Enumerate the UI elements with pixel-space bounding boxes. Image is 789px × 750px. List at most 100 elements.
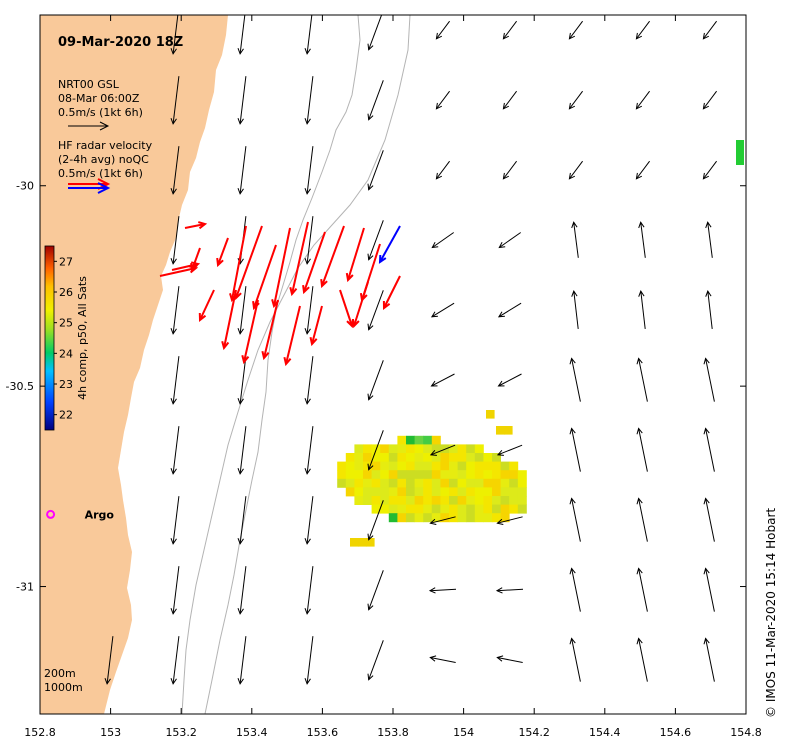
model-arrow <box>237 15 246 55</box>
argo-float-marker[interactable] <box>46 509 56 519</box>
lon-tick-label: 153.4 <box>236 726 268 739</box>
sst-cell <box>350 538 359 547</box>
model-arrow <box>435 20 451 40</box>
colorbar-tick-label: 24 <box>59 347 73 360</box>
legend-model-time: 08-Mar 06:00Z <box>58 92 140 105</box>
model-arrow <box>304 216 314 265</box>
sst-cell <box>466 513 476 523</box>
sst-cell <box>380 478 390 488</box>
colorbar-tick-label: 25 <box>59 317 73 330</box>
sst-cell <box>500 513 510 523</box>
sst-cell <box>388 487 398 497</box>
sst-cell <box>474 470 484 480</box>
sst-cell <box>509 470 519 480</box>
sst-cell <box>363 444 372 454</box>
sst-cell <box>388 478 398 488</box>
model-arrow <box>104 636 114 685</box>
sst-cell <box>397 504 407 514</box>
model-arrow <box>304 426 314 475</box>
sst-cell <box>345 478 355 488</box>
sst-cell <box>414 504 424 514</box>
legend-model-name: NRT00 GSL <box>58 78 120 91</box>
isobath-1000m-label: 1000m <box>44 681 83 694</box>
legend-radar-scale: 0.5m/s (1kt 6h) <box>58 167 143 180</box>
model-arrow <box>571 290 579 329</box>
sst-cell <box>466 444 476 454</box>
model-arrow <box>304 566 314 615</box>
sst-cell <box>440 504 450 514</box>
radar-arrow <box>261 299 279 361</box>
sst-cell <box>388 504 398 514</box>
model-arrow <box>237 496 247 545</box>
sst-cell <box>457 513 467 523</box>
sst-cell <box>466 453 476 462</box>
sst-cell <box>363 487 372 497</box>
radar-arrow <box>302 231 326 295</box>
model-arrow <box>636 567 648 612</box>
model-arrow <box>568 20 583 40</box>
sst-cell <box>440 461 450 471</box>
sst-cell <box>517 478 527 488</box>
sst-cell <box>423 470 433 480</box>
sst-cell <box>474 487 484 497</box>
sst-cell <box>431 461 441 471</box>
model-arrow <box>237 566 247 615</box>
sst-cell <box>457 444 467 454</box>
model-arrow <box>496 655 523 663</box>
sst-cell <box>380 453 390 462</box>
sst-cell <box>414 435 424 445</box>
model-arrow <box>431 232 454 249</box>
sst-cell <box>431 496 441 505</box>
sst-cell <box>449 461 458 471</box>
sst-cell <box>414 513 424 523</box>
model-arrow <box>496 444 523 456</box>
sst-cell <box>354 453 364 462</box>
model-arrow <box>170 286 180 335</box>
model-arrow <box>430 302 455 318</box>
sst-cell <box>466 504 476 514</box>
sst-cell <box>397 513 407 523</box>
model-arrow <box>170 146 180 195</box>
model-arrow <box>367 220 384 261</box>
sst-cell <box>380 444 390 454</box>
sst-cell <box>449 496 458 505</box>
model-arrow <box>367 360 384 401</box>
model-arrow <box>568 160 583 180</box>
sst-cell <box>474 444 484 454</box>
radar-arrow <box>241 299 259 365</box>
model-arrow <box>429 655 456 663</box>
sst-cell <box>509 461 519 471</box>
sst-cell <box>449 478 458 488</box>
lat-tick-label: -30 <box>16 180 34 193</box>
model-arrow <box>367 290 384 331</box>
sst-cell <box>440 470 450 480</box>
sst-cell <box>474 496 484 505</box>
sst-cell <box>431 444 441 454</box>
sst-cell <box>406 470 415 480</box>
sst-cell <box>371 496 381 505</box>
model-arrow <box>237 146 247 195</box>
sst-patch <box>337 410 527 547</box>
sst-cell <box>431 487 441 497</box>
credit-text: © IMOS 11-Mar-2020 15:14 Hobart <box>764 508 778 718</box>
model-arrow <box>702 160 717 180</box>
sst-cell <box>449 470 458 480</box>
sst-cell <box>492 461 501 471</box>
model-arrow <box>237 76 247 125</box>
sst-cell <box>466 470 476 480</box>
sst-cell <box>345 487 355 497</box>
sst-edge-patch <box>736 140 744 165</box>
sst-cell <box>414 496 424 505</box>
model-arrow <box>569 427 581 472</box>
sst-cell <box>388 513 398 523</box>
sst-cell <box>345 461 355 471</box>
sst-cell <box>388 496 398 505</box>
sst-cell <box>492 504 501 514</box>
sst-cell <box>406 435 415 445</box>
radar-arrow <box>382 275 401 310</box>
sst-cell <box>474 504 484 514</box>
sst-cell <box>492 487 501 497</box>
sst-cell <box>423 444 433 454</box>
colorbar-tick-label: 23 <box>59 378 73 391</box>
legend-model-arrow <box>68 121 110 131</box>
